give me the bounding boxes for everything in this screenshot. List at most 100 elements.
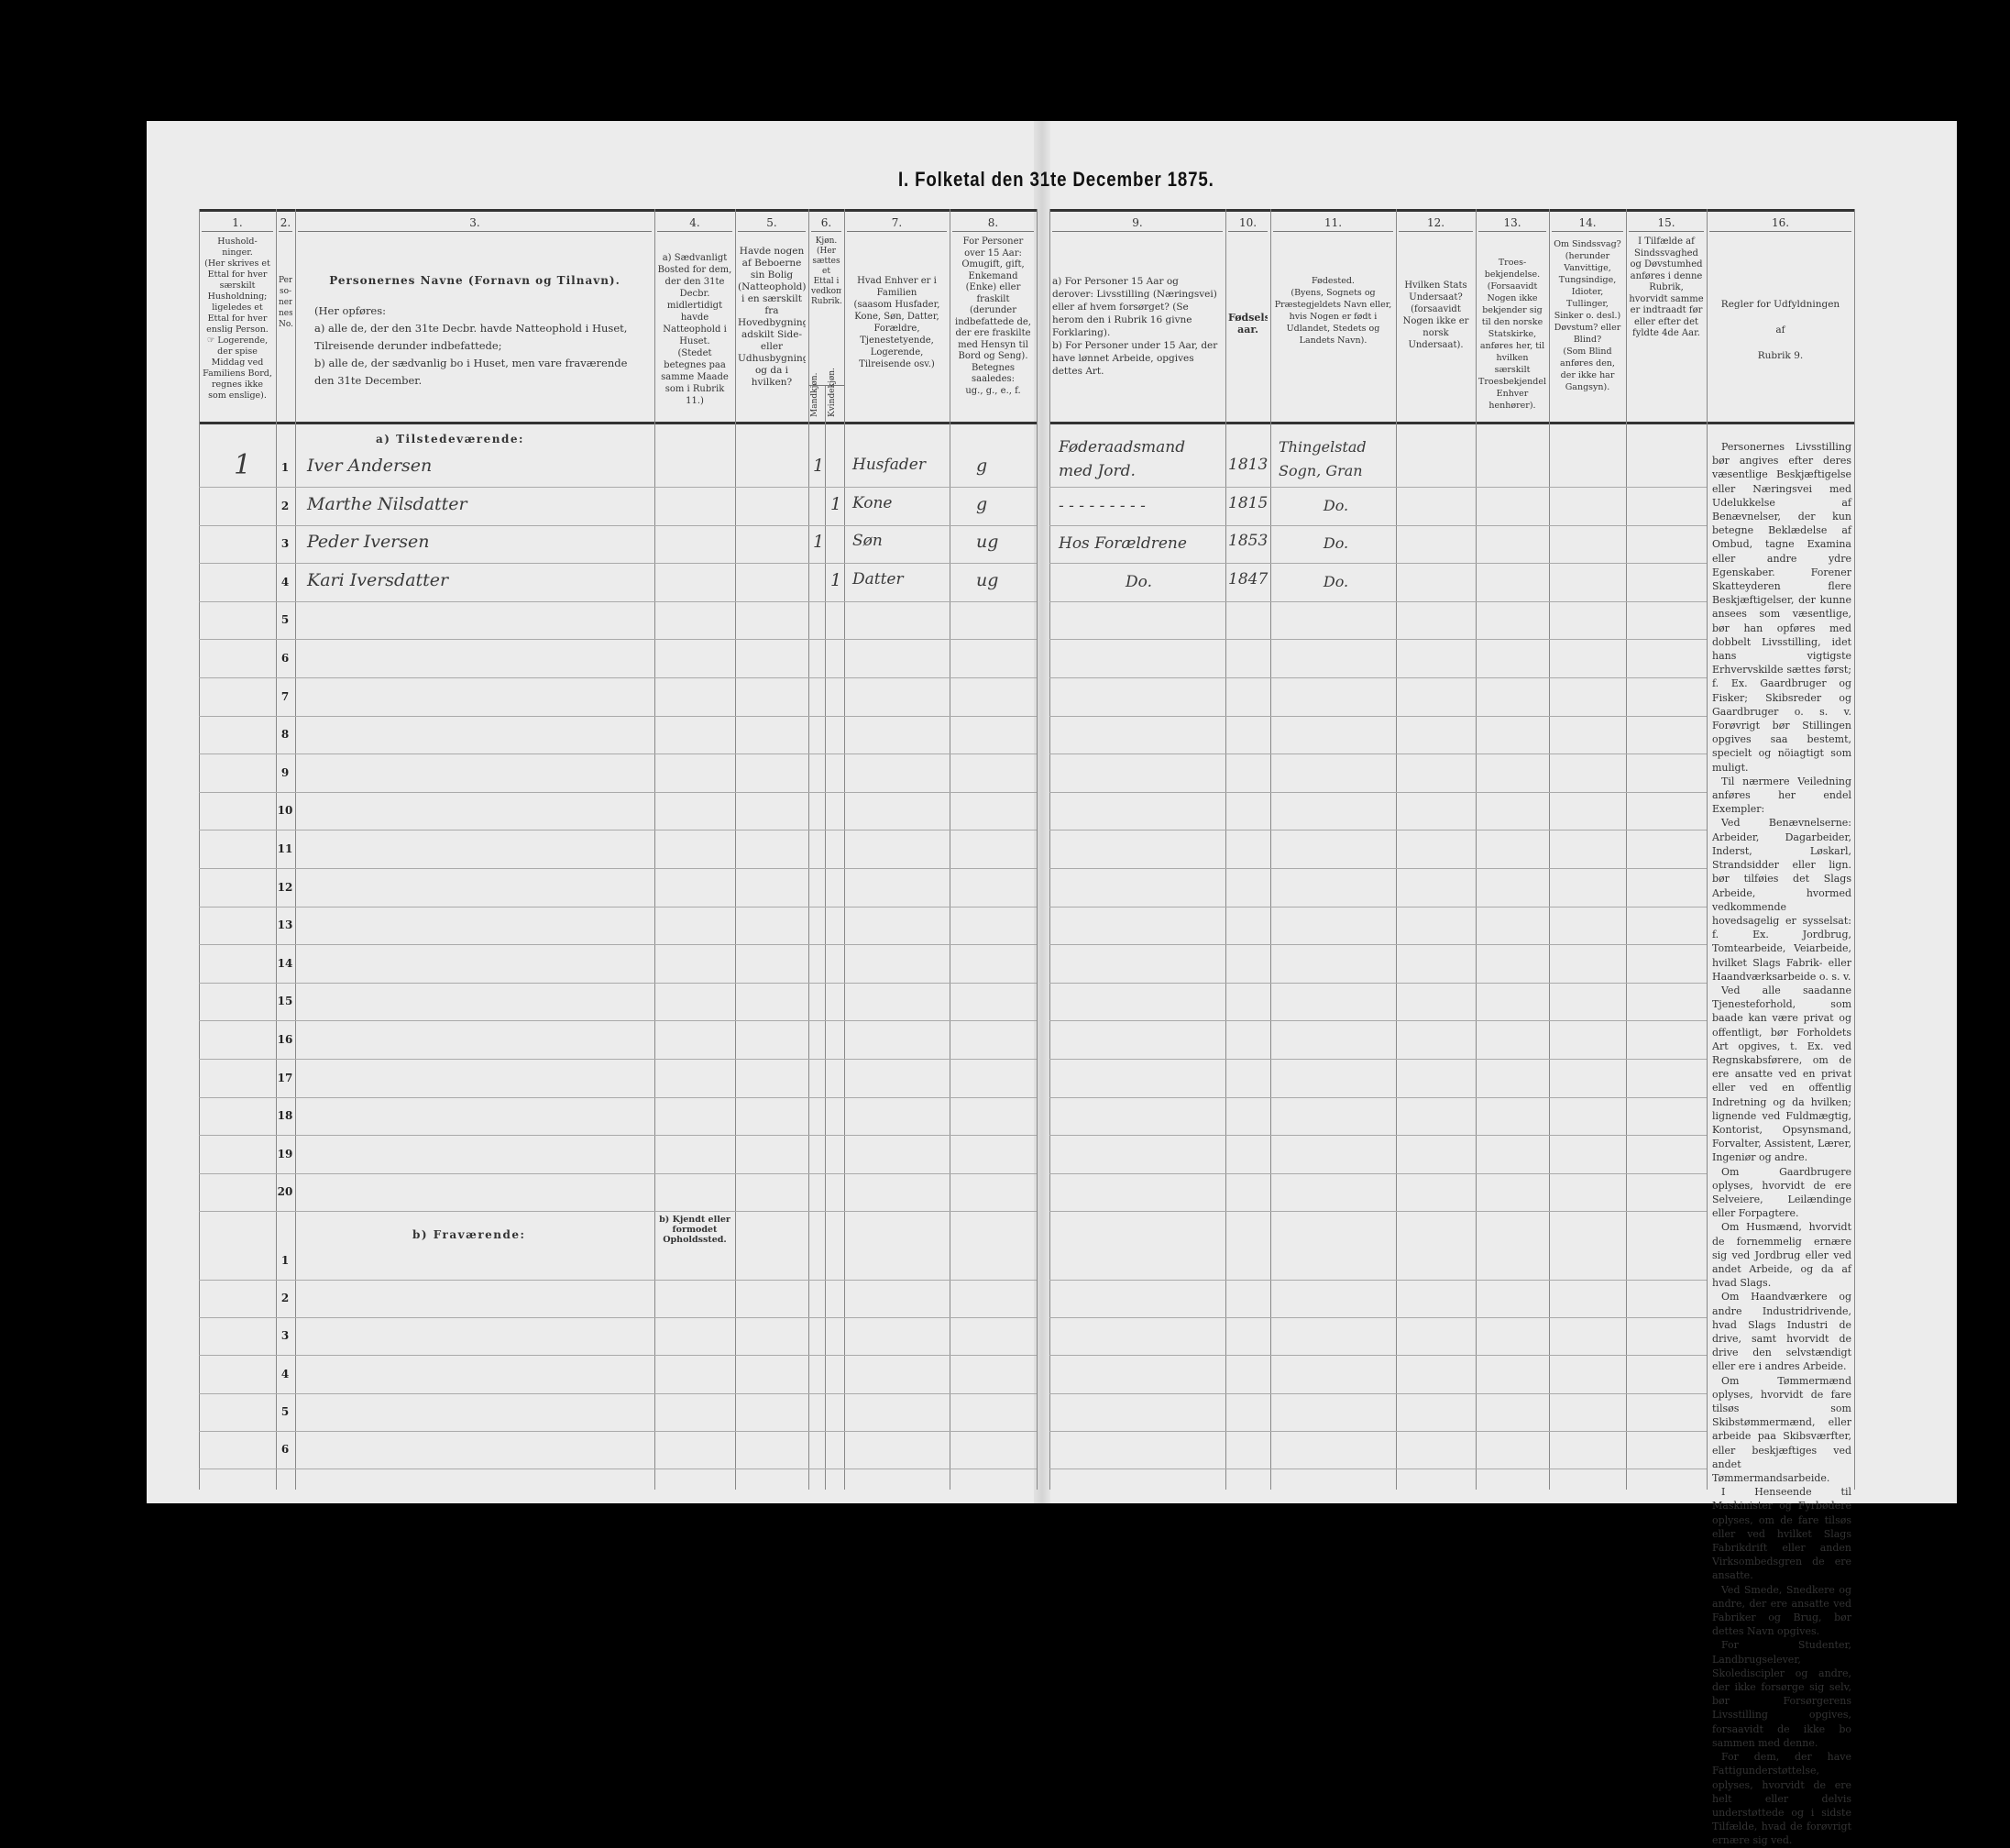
row-rule	[199, 1059, 1037, 1060]
column-divider	[1037, 209, 1038, 1490]
column-number-rule	[279, 231, 292, 232]
column-number: 5.	[766, 216, 777, 229]
row-number: 2	[280, 1292, 290, 1305]
row-rule	[199, 1096, 1037, 1098]
row-rule	[199, 715, 1037, 717]
row-number: 6	[280, 1443, 290, 1456]
family-role: Søn	[852, 532, 883, 551]
row-rule	[199, 1468, 1037, 1469]
row-rule	[1049, 1355, 1707, 1357]
row-rule	[199, 1172, 1037, 1174]
row-number: 17	[277, 1071, 293, 1084]
absent-location-header: b) Kjendt eller formodet Opholdssted.	[659, 1215, 730, 1245]
rubric16-rule-paragraph: Ved Benævnelserne: Arbeider, Dagarbeider…	[1712, 817, 1851, 983]
row-rule	[1049, 791, 1707, 793]
row-rule	[1049, 677, 1707, 678]
column-number: 8.	[987, 216, 999, 229]
header-c10: Fødsels- aar.	[1228, 312, 1268, 336]
family-role: Husfader	[852, 456, 926, 474]
occupation: - - - - - - - - -	[1059, 496, 1146, 515]
birth-year: 1813	[1228, 456, 1269, 474]
header-c6-female: Kvindekjøn.	[828, 368, 837, 417]
column-divider	[1396, 209, 1397, 1490]
column-number-rule	[811, 231, 841, 232]
row-rule	[199, 524, 1037, 526]
header-bottom-rule	[199, 422, 1037, 424]
rubric16-rule-paragraph: Til nærmere Veiledning anføres her endel…	[1712, 775, 1851, 816]
header-c11: Fødested. (Byens, Sognets og Præstegjeld…	[1274, 276, 1392, 346]
marital-status: ug	[976, 532, 999, 553]
column-divider	[276, 209, 277, 1490]
person-name: Iver Andersen	[307, 456, 433, 476]
row-number: 13	[277, 918, 293, 932]
row-rule	[199, 1392, 1037, 1394]
header-c3_body: (Her opføres: a) alle de, der den 31te D…	[314, 304, 628, 387]
row-number: 3	[280, 1329, 290, 1343]
column-divider	[1225, 209, 1226, 1490]
column-number: 6.	[820, 216, 832, 229]
birthplace: Thingelstad Sogn, Gran	[1279, 438, 1367, 479]
occupation: Føderaadsmand med Jord.	[1059, 438, 1186, 480]
row-number: 11	[277, 842, 293, 855]
row-rule	[199, 1355, 1037, 1357]
column-divider	[1549, 209, 1550, 1490]
column-number-rule	[298, 231, 652, 232]
row-rule	[1049, 944, 1707, 946]
form-title: I. Folketal den 31te December 1875.	[898, 168, 1214, 191]
row-rule	[1049, 600, 1707, 602]
row-rule	[199, 1211, 1037, 1213]
row-rule	[1049, 868, 1707, 869]
column-divider	[1854, 209, 1855, 1490]
row-rule	[1049, 487, 1707, 488]
occupation: Hos Forældrene	[1059, 534, 1187, 554]
column-number-rule	[202, 231, 273, 232]
row-number: 19	[277, 1147, 293, 1160]
column-number-rule	[1399, 231, 1473, 232]
row-number: 6	[280, 652, 290, 665]
column-number-rule	[1228, 231, 1268, 232]
row-rule	[1049, 1059, 1707, 1060]
column-number-rule	[1709, 231, 1851, 232]
column-number-rule	[657, 231, 732, 232]
row-rule	[1049, 1020, 1707, 1022]
row-rule	[199, 487, 1037, 488]
column-number-rule	[1273, 231, 1393, 232]
row-rule	[1049, 906, 1707, 908]
column-number: 14.	[1578, 216, 1597, 229]
row-rule	[199, 1317, 1037, 1319]
header-c3_title: Personernes Navne (Fornavn og Tilnavn).	[329, 275, 621, 287]
column-number: 13.	[1503, 216, 1521, 229]
column-number-rule	[847, 231, 947, 232]
row-number: 5	[280, 613, 290, 627]
column-divider	[199, 209, 200, 1490]
rubric16-rule-paragraph: Om Husmænd, hvorvidt de fornemmelig ernæ…	[1712, 1221, 1851, 1290]
row-rule	[1049, 1096, 1707, 1098]
column-divider	[735, 209, 736, 1490]
column-divider	[844, 209, 845, 1490]
row-number: 5	[280, 1404, 290, 1418]
sex-female-mark: 1	[830, 493, 842, 514]
row-rule	[199, 600, 1037, 602]
header-c13: Troes- bekjendelse. (Forsaavidt Nogen ik…	[1478, 258, 1546, 411]
birthplace: Do.	[1323, 534, 1349, 553]
row-number: 4	[280, 1367, 290, 1380]
column-number-rule	[952, 231, 1034, 232]
row-rule	[199, 944, 1037, 946]
column-number: 2.	[280, 216, 291, 229]
column-number-rule	[1478, 231, 1546, 232]
row-rule	[199, 639, 1037, 641]
rubric16-rule-paragraph: I Henseende til Maskinister og Fyrbødere…	[1712, 1486, 1851, 1582]
person-name: Kari Iversdatter	[307, 569, 449, 590]
row-rule	[1049, 715, 1707, 717]
row-number: 2	[280, 499, 290, 512]
family-role: Datter	[852, 569, 904, 588]
person-name: Peder Iversen	[307, 532, 430, 553]
row-number: 16	[277, 1033, 293, 1046]
row-rule	[1049, 1468, 1707, 1469]
kjon-divider	[808, 385, 844, 386]
header-c12: Hvilken Stats Undersaat? (forsaavidt Nog…	[1402, 280, 1469, 350]
rubric16-rules-text: Personernes Livsstilling bør angives eft…	[1712, 440, 1851, 1848]
row-rule	[1049, 1317, 1707, 1319]
row-rule	[1049, 639, 1707, 641]
column-divider	[825, 385, 826, 1490]
